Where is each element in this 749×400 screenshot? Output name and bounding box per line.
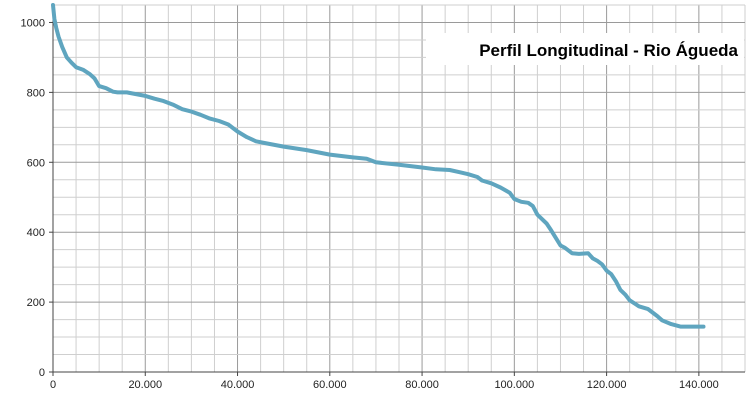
chart-title-background [426,33,744,65]
series-line [51,3,706,329]
x-tick-label: 20.000 [128,379,162,391]
x-tick-label: 60.000 [313,379,347,391]
y-axis-ticks: 0 200 400 600 800 1000 [21,17,53,379]
x-tick-label: 100.000 [494,379,534,391]
y-tick-label: 200 [27,297,45,309]
y-tick-label: 800 [27,87,45,99]
y-tick-label: 1000 [21,17,45,29]
x-tick-label: 0 [50,379,56,391]
y-tick-label: 400 [27,227,45,239]
y-tick-label: 600 [27,157,45,169]
grid [52,4,746,373]
x-tick-label: 120.000 [587,379,627,391]
chart-title: Perfil Longitudinal - Rio Águeda [479,41,738,60]
x-axis-ticks: 0 20.000 40.000 60.000 80.000 100.000 120.000 1… [50,372,719,391]
x-tick-label: 80.000 [405,379,439,391]
x-tick-label: 140.000 [679,379,719,391]
axes [52,5,745,373]
y-tick-label: 0 [39,367,45,379]
x-tick-label: 40.000 [221,379,255,391]
